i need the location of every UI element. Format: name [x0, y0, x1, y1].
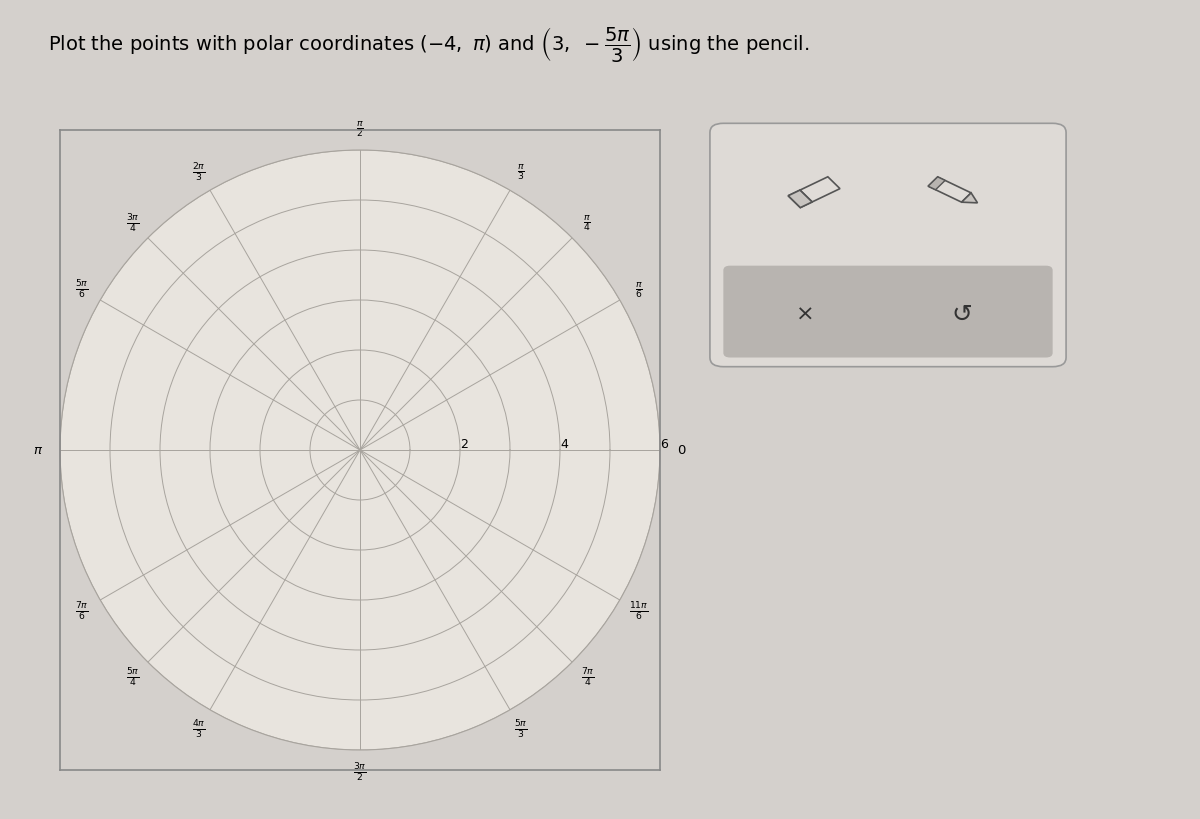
Text: ↺: ↺	[952, 302, 972, 327]
Polygon shape	[928, 178, 971, 203]
Text: $\times$: $\times$	[796, 303, 812, 324]
Polygon shape	[788, 178, 840, 208]
FancyBboxPatch shape	[724, 266, 1052, 358]
FancyBboxPatch shape	[710, 124, 1066, 367]
Polygon shape	[788, 191, 812, 208]
Polygon shape	[928, 178, 946, 191]
Text: Plot the points with polar coordinates $(-4,\ \pi)$ and $\left(3,\ -\dfrac{5\pi}: Plot the points with polar coordinates $…	[48, 25, 810, 64]
Polygon shape	[961, 193, 978, 204]
